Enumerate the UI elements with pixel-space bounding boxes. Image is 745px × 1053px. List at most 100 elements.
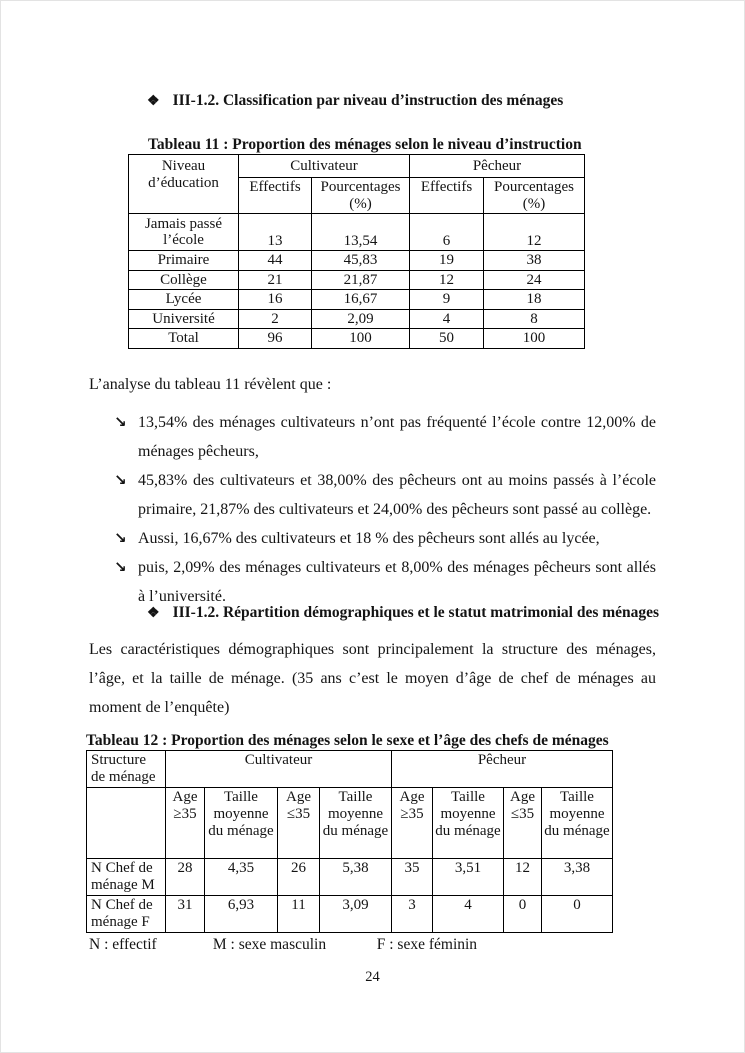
legend-feminin: F : sexe féminin [376, 935, 478, 953]
table-row: Structure de ménage Cultivateur Pêcheur [86, 749, 613, 788]
table12-subheader: Taille moyenne du ménage [541, 786, 613, 859]
page-number: 24 [365, 969, 380, 985]
row-label: Total [128, 328, 239, 349]
analysis-bullet-list: ↘ 13,54% des ménages cultivateurs n’ont … [114, 408, 656, 611]
arrow-bullet-icon: ↘ [114, 528, 127, 547]
cell-value: 3,38 [541, 857, 613, 896]
table11-subheader: Effectifs [238, 177, 312, 214]
cell-value: 6 [409, 213, 484, 251]
table12-group-pecheur: Pêcheur [391, 749, 613, 788]
table-row: Age ≥35 Taille moyenne du ménage Age ≤35… [86, 786, 613, 859]
table12-legend: N : effectif M : sexe masculin F : sexe … [89, 935, 656, 954]
list-item-text: Aussi, 16,67% des cultivateurs et 18 % d… [138, 529, 600, 547]
cell-value: 100 [483, 328, 585, 349]
table-row: Université 2 2,09 4 8 [128, 308, 585, 329]
list-item: ↘ 13,54% des ménages cultivateurs n’ont … [114, 408, 656, 466]
cell-value: 45,83 [311, 250, 410, 271]
table-row: Jamais passé l’école 13 13,54 6 12 [128, 213, 585, 251]
table11-group-cultivateur: Cultivateur [238, 154, 410, 178]
legend-effectif: N : effectif [89, 935, 157, 953]
table11-subheader: Effectifs [409, 177, 484, 214]
table12-subheader: Age ≥35 [391, 786, 433, 859]
diamond-bullet-icon: ❖ [147, 94, 160, 109]
list-item-text: puis, 2,09% des ménages cultivateurs et … [138, 558, 656, 605]
cell-value: 5,38 [319, 857, 392, 896]
row-label: Jamais passé l’école [128, 213, 239, 251]
table-row: Collège 21 21,87 12 24 [128, 269, 585, 290]
cell-value: 96 [238, 328, 312, 349]
analysis-intro: L’analyse du tableau 11 révèlent que : [89, 375, 332, 393]
table12-subheader: Age ≤35 [277, 786, 320, 859]
cell-value: 2 [238, 308, 312, 329]
row-label: N Chef de ménage F [86, 894, 166, 933]
cell-value: 18 [483, 289, 585, 310]
cell-value: 12 [409, 269, 484, 290]
cell-value: 4 [432, 894, 504, 933]
cell-value: 28 [165, 857, 205, 896]
table-row: Lycée 16 16,67 9 18 [128, 289, 585, 310]
demographics-paragraph: Les caractéristiques démographiques sont… [89, 640, 656, 716]
cell-value: 100 [311, 328, 410, 349]
cell-value: 13 [238, 213, 312, 251]
table-niveau-instruction: Niveau d’éducation Cultivateur Pêcheur E… [128, 154, 585, 349]
cell-value: 12 [483, 213, 585, 251]
cell-value: 11 [277, 894, 320, 933]
cell-value: 19 [409, 250, 484, 271]
cell-value: 21 [238, 269, 312, 290]
list-item: ↘ puis, 2,09% des ménages cultivateurs e… [114, 553, 656, 611]
cell-value: 38 [483, 250, 585, 271]
table-row: N Chef de ménage F 31 6,93 11 3,09 3 4 0… [86, 894, 613, 933]
list-item-text: 13,54% des ménages cultivateurs n’ont pa… [138, 413, 656, 460]
cell-value: 12 [503, 857, 542, 896]
list-item: ↘ Aussi, 16,67% des cultivateurs et 18 %… [114, 524, 656, 553]
table12-group-cultivateur: Cultivateur [165, 749, 392, 788]
table-row: Total 96 100 50 100 [128, 328, 585, 349]
cell-value: 2,09 [311, 308, 410, 329]
table11-group-pecheur: Pêcheur [409, 154, 585, 178]
cell-value: 50 [409, 328, 484, 349]
cell-value: 4 [409, 308, 484, 329]
section-heading-demographique: ❖ III-1.2. Répartition démographiques et … [147, 603, 659, 623]
table12-subheader: Taille moyenne du ménage [204, 786, 278, 859]
table12-subheader: Age ≤35 [503, 786, 542, 859]
cell-value: 8 [483, 308, 585, 329]
cell-value: 16,67 [311, 289, 410, 310]
arrow-bullet-icon: ↘ [114, 470, 127, 489]
list-item-text: 45,83% des cultivateurs et 38,00% des pê… [138, 471, 656, 518]
cell-value: 13,54 [311, 213, 410, 251]
table12-subheader: Taille moyenne du ménage [432, 786, 504, 859]
section-heading-1-text: III-1.2. Classification par niveau d’ins… [172, 92, 564, 109]
section-heading-2-text: III-1.2. Répartition démographiques et l… [172, 603, 660, 621]
table11-subheader: Pourcentages (%) [483, 177, 585, 214]
table11-corner-header: Niveau d’éducation [128, 154, 239, 214]
cell-value: 24 [483, 269, 585, 290]
table-sexe-age-chefs: Structure de ménage Cultivateur Pêcheur … [86, 749, 613, 933]
arrow-bullet-icon: ↘ [114, 412, 127, 431]
cell-value: 4,35 [204, 857, 278, 896]
diamond-bullet-icon: ❖ [147, 605, 160, 621]
cell-value: 21,87 [311, 269, 410, 290]
cell-value: 0 [541, 894, 613, 933]
cell-value: 44 [238, 250, 312, 271]
cell-value: 3,51 [432, 857, 504, 896]
cell-value: 3 [391, 894, 433, 933]
table12-subheader: Age ≥35 [165, 786, 205, 859]
cell-value: 16 [238, 289, 312, 310]
cell-value: 0 [503, 894, 542, 933]
cell-value: 31 [165, 894, 205, 933]
cell-value: 3,09 [319, 894, 392, 933]
table-row: N Chef de ménage M 28 4,35 26 5,38 35 3,… [86, 857, 613, 896]
row-label: Lycée [128, 289, 239, 310]
table12-corner-header: Structure de ménage [86, 749, 166, 788]
row-label: Primaire [128, 250, 239, 271]
table-row: Primaire 44 45,83 19 38 [128, 250, 585, 271]
table-row: Niveau d’éducation Cultivateur Pêcheur [128, 154, 585, 214]
arrow-bullet-icon: ↘ [114, 557, 127, 576]
row-label: N Chef de ménage M [86, 857, 166, 896]
list-item: ↘ 45,83% des cultivateurs et 38,00% des … [114, 466, 656, 524]
table11-caption: Tableau 11 : Proportion des ménages selo… [148, 136, 582, 153]
row-label: Collège [128, 269, 239, 290]
row-label: Université [128, 308, 239, 329]
table12-subheader: Taille moyenne du ménage [319, 786, 392, 859]
